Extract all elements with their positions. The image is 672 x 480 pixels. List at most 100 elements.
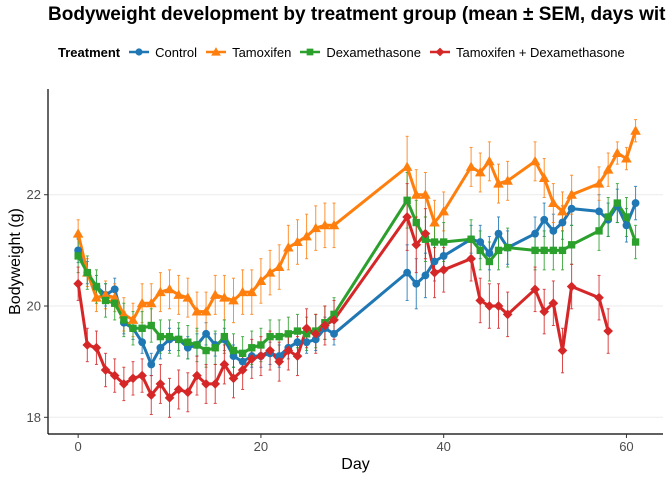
data-point-control (622, 221, 631, 230)
data-point-dexamethasone (631, 238, 640, 246)
data-point-tamoxifen (328, 220, 340, 230)
x-axis-title: Day (341, 456, 369, 473)
data-point-tamoxifen (228, 295, 239, 305)
data-point-tamoxifen (145, 297, 157, 308)
data-point-tamoxifen (72, 228, 84, 238)
data-point-tamoxifen (593, 178, 605, 188)
data-point-tamoxifen-dexamethasone (73, 278, 83, 289)
x-tick-label: 20 (254, 439, 268, 454)
data-point-tamoxifen-dexamethasone (301, 323, 312, 334)
data-point-dexamethasone (74, 252, 82, 260)
data-point-dexamethasone (494, 246, 503, 255)
data-point-tamoxifen-dexamethasone (539, 306, 550, 317)
legend-item-dexamethasone: Dexamethasone (299, 45, 421, 60)
data-point-control (421, 271, 430, 280)
data-point-tamoxifen (502, 175, 513, 185)
data-point-control (567, 204, 576, 213)
data-point-tamoxifen-dexamethasone (320, 320, 330, 331)
data-point-dexamethasone (595, 227, 603, 235)
data-point-control (439, 252, 448, 260)
data-point-control (238, 357, 247, 366)
series-line-dexamethasone (76, 198, 638, 355)
data-point-tamoxifen (136, 297, 148, 308)
legend: Treatment Control Tamoxifen Dexamethasone T… (58, 43, 633, 61)
data-point-control (595, 207, 603, 216)
data-point-tamoxifen-dexamethasone (594, 292, 604, 303)
legend-marker-tamoxifen-dexamethasone (435, 47, 445, 57)
data-point-control (403, 268, 412, 277)
data-point-control (330, 329, 338, 338)
data-point-dexamethasone (257, 341, 265, 349)
data-point-tamoxifen (127, 314, 139, 324)
data-point-tamoxifen (474, 167, 486, 177)
data-point-dexamethasone (92, 282, 101, 291)
data-point-tamoxifen (255, 275, 267, 285)
legend-label: Dexamethasone (326, 44, 421, 60)
data-point-tamoxifen-dexamethasone (100, 365, 111, 375)
data-point-tamoxifen-dexamethasone (420, 228, 431, 239)
data-point-tamoxifen (410, 189, 422, 199)
data-point-tamoxifen (91, 292, 102, 302)
data-point-control (430, 257, 439, 266)
legend-label: Control (155, 44, 198, 60)
data-point-tamoxifen-dexamethasone (155, 379, 166, 389)
data-point-dexamethasone (485, 257, 494, 266)
data-point-dexamethasone (101, 296, 110, 305)
data-point-tamoxifen (118, 309, 130, 319)
data-point-tamoxifen (200, 306, 212, 316)
data-point-tamoxifen-dexamethasone (429, 267, 440, 278)
data-point-tamoxifen-dexamethasone (530, 284, 540, 295)
data-point-dexamethasone (184, 338, 192, 346)
y-tick-label: 18 (27, 410, 41, 425)
data-point-tamoxifen-dexamethasone (246, 354, 257, 364)
data-point-tamoxifen (438, 206, 449, 216)
data-point-tamoxifen (283, 242, 294, 252)
data-point-control (476, 238, 485, 246)
data-point-tamoxifen-dexamethasone (502, 309, 513, 320)
data-point-dexamethasone (238, 349, 247, 357)
data-point-tamoxifen-dexamethasone (411, 239, 422, 250)
data-point-dexamethasone (604, 213, 612, 221)
chart-title: Bodyweight development by treatment grou… (48, 4, 666, 25)
data-point-control (549, 226, 558, 235)
data-point-tamoxifen (219, 292, 230, 302)
data-point-tamoxifen (538, 172, 550, 182)
legend-title: Treatment (58, 44, 121, 60)
legend-item-tamoxifen-dexamethasone: Tamoxifen + Dexamethasone (429, 45, 625, 60)
data-point-tamoxifen (310, 222, 322, 233)
data-point-tamoxifen (602, 164, 614, 174)
axes: 0 20 40 60 18 20 22 (27, 89, 663, 454)
data-point-tamoxifen (173, 289, 184, 299)
y-tick-label: 22 (27, 187, 41, 202)
data-point-tamoxifen-dexamethasone (475, 295, 486, 306)
data-point-tamoxifen-dexamethasone (310, 329, 321, 339)
data-point-tamoxifen-dexamethasone (256, 351, 266, 361)
data-point-dexamethasone (248, 344, 256, 352)
data-point-dexamethasone (138, 324, 146, 332)
data-point-control (531, 229, 539, 238)
data-point-tamoxifen-dexamethasone (210, 379, 221, 389)
data-point-tamoxifen-dexamethasone (109, 370, 120, 381)
data-point-tamoxifen (493, 178, 504, 188)
legend-marker-dexamethasone (306, 48, 314, 56)
data-point-dexamethasone (540, 246, 548, 255)
data-point-tamoxifen-dexamethasone (182, 387, 193, 398)
data-point-tamoxifen (319, 220, 331, 230)
data-point-tamoxifen (155, 286, 166, 297)
data-point-dexamethasone (202, 346, 210, 355)
data-point-tamoxifen-dexamethasone (557, 345, 568, 356)
data-point-control (558, 218, 567, 227)
data-point-dexamethasone (120, 316, 128, 324)
data-point-tamoxifen (630, 125, 641, 135)
data-point-dexamethasone (531, 246, 539, 255)
data-point-dexamethasone (211, 344, 219, 352)
data-point-tamoxifen-dexamethasone (603, 326, 614, 336)
data-point-dexamethasone (83, 268, 91, 277)
data-point-control (631, 199, 640, 207)
data-point-tamoxifen (401, 161, 413, 171)
data-point-control (302, 338, 311, 347)
data-point-tamoxifen (191, 306, 203, 316)
data-point-control (540, 215, 549, 224)
data-point-dexamethasone (613, 199, 621, 207)
data-point-dexamethasone (293, 327, 302, 335)
